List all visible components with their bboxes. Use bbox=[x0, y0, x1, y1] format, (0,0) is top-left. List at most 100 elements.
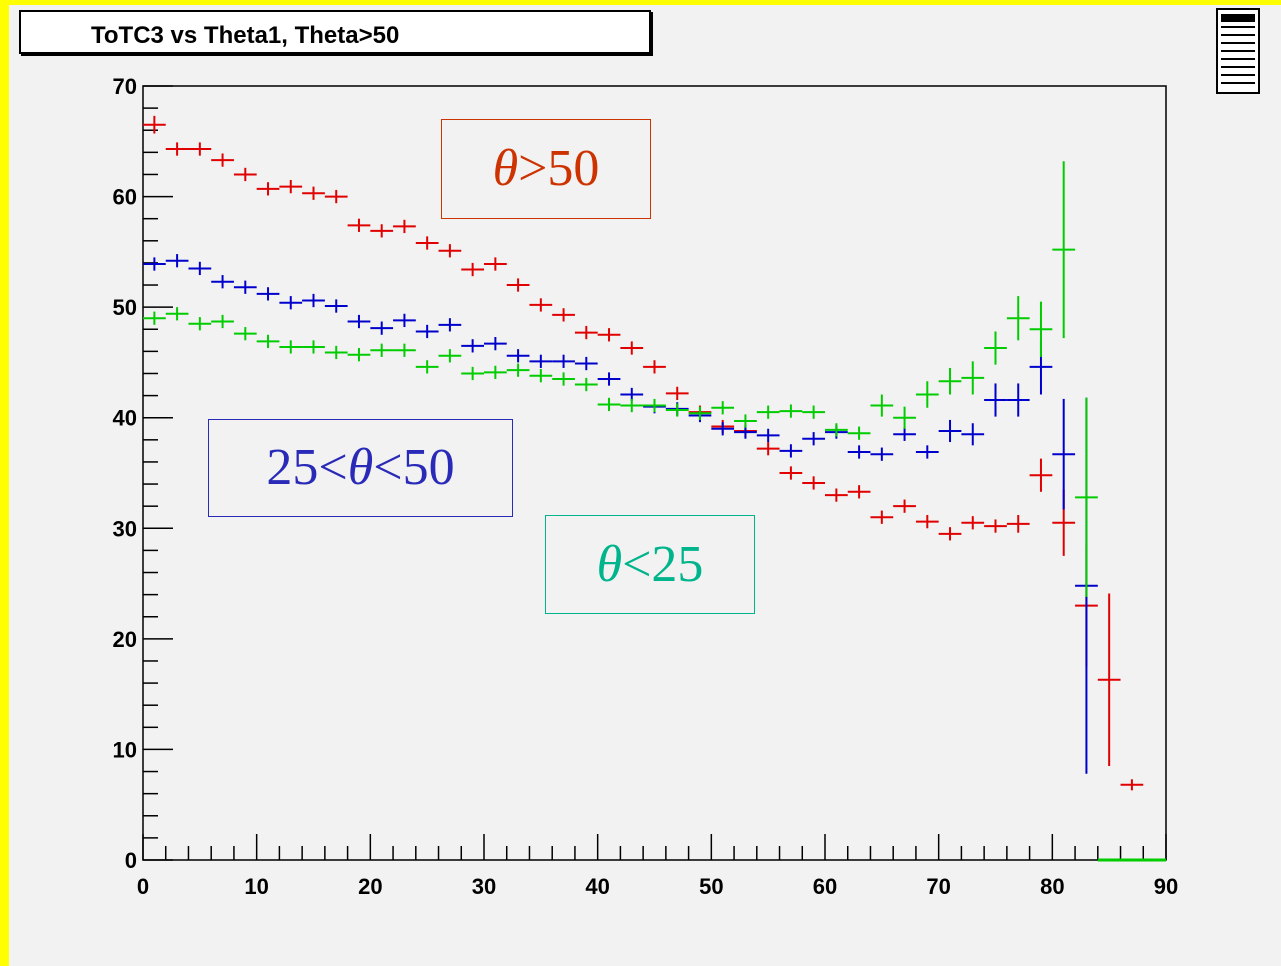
data-point bbox=[620, 341, 644, 355]
data-point bbox=[279, 296, 303, 310]
data-point bbox=[461, 366, 484, 381]
data-point bbox=[1097, 593, 1121, 767]
data-point bbox=[143, 311, 166, 325]
data-point bbox=[1029, 301, 1053, 357]
data-point bbox=[893, 406, 916, 429]
data-point bbox=[370, 343, 394, 357]
panel-icon[interactable] bbox=[1216, 8, 1260, 94]
data-point bbox=[756, 405, 780, 419]
data-point bbox=[847, 445, 871, 459]
data-point bbox=[370, 224, 394, 238]
data-point bbox=[279, 340, 303, 354]
data-point bbox=[256, 334, 280, 349]
data-point bbox=[302, 340, 325, 354]
x-tick-label: 50 bbox=[699, 874, 723, 899]
data-point bbox=[825, 423, 848, 437]
data-point bbox=[279, 179, 303, 194]
data-point bbox=[711, 401, 735, 415]
legend-red-text: >50 bbox=[518, 140, 600, 197]
x-tick-label: 60 bbox=[813, 874, 837, 899]
data-point bbox=[915, 381, 939, 408]
x-tick-label: 70 bbox=[926, 874, 950, 899]
data-point bbox=[574, 356, 598, 371]
data-point bbox=[1006, 515, 1030, 533]
legend-blue-symbol: θ bbox=[347, 439, 374, 496]
data-point bbox=[233, 327, 257, 341]
legend-theta-25-50: 25< θ <50 bbox=[208, 419, 513, 517]
data-point bbox=[961, 516, 985, 530]
data-point bbox=[711, 422, 735, 436]
y-tick-label: 70 bbox=[113, 74, 137, 99]
data-point bbox=[529, 354, 553, 368]
data-point bbox=[324, 299, 348, 313]
data-point bbox=[484, 336, 507, 351]
data-point bbox=[984, 519, 1007, 533]
data-point bbox=[847, 426, 871, 440]
data-point bbox=[370, 321, 394, 335]
data-point bbox=[1029, 458, 1053, 492]
data-point bbox=[393, 219, 416, 234]
data-point bbox=[415, 236, 439, 250]
legend-green-symbol: θ bbox=[596, 535, 623, 593]
y-tick-label: 30 bbox=[113, 516, 137, 541]
data-point bbox=[802, 405, 825, 419]
data-point bbox=[211, 275, 234, 289]
data-point bbox=[779, 466, 803, 480]
data-point bbox=[188, 317, 212, 331]
data-point bbox=[233, 167, 257, 182]
x-tick-label: 30 bbox=[472, 874, 496, 899]
data-point bbox=[597, 397, 621, 412]
y-tick-label: 0 bbox=[125, 848, 137, 873]
data-point bbox=[211, 153, 234, 167]
data-point bbox=[438, 318, 462, 332]
data-point bbox=[893, 499, 916, 513]
data-point bbox=[915, 515, 939, 529]
data-point bbox=[415, 324, 439, 339]
x-tick-label: 90 bbox=[1154, 874, 1178, 899]
data-point bbox=[779, 404, 803, 418]
data-point bbox=[961, 361, 985, 395]
data-point bbox=[393, 313, 416, 328]
data-point bbox=[302, 293, 325, 308]
y-tick-label: 60 bbox=[113, 185, 137, 210]
data-point bbox=[1075, 397, 1098, 597]
data-point bbox=[165, 142, 189, 156]
data-point bbox=[870, 447, 894, 461]
data-point bbox=[597, 372, 621, 386]
y-tick-label: 20 bbox=[113, 627, 137, 652]
data-point bbox=[506, 349, 530, 363]
y-tick-label: 50 bbox=[113, 295, 137, 320]
data-point bbox=[552, 308, 575, 322]
data-point bbox=[165, 307, 189, 321]
data-point bbox=[256, 182, 280, 196]
data-point bbox=[552, 354, 575, 368]
data-point bbox=[529, 369, 553, 383]
data-point bbox=[347, 218, 371, 232]
data-point bbox=[188, 261, 212, 276]
data-point bbox=[1006, 296, 1030, 341]
legend-green-text: <25 bbox=[622, 535, 704, 593]
data-point bbox=[143, 115, 166, 134]
data-point bbox=[597, 328, 621, 342]
data-point bbox=[779, 444, 803, 458]
data-point bbox=[938, 527, 962, 541]
data-point bbox=[620, 398, 644, 413]
data-point bbox=[438, 244, 462, 258]
data-point bbox=[643, 360, 666, 374]
chart-title: ToTC3 vs Theta1, Theta>50 bbox=[91, 22, 400, 49]
data-point bbox=[688, 406, 712, 420]
data-point bbox=[484, 257, 507, 271]
data-point bbox=[143, 257, 166, 271]
data-point bbox=[484, 365, 507, 380]
data-point bbox=[665, 403, 689, 417]
data-point bbox=[302, 186, 325, 200]
data-point bbox=[915, 445, 939, 459]
data-point bbox=[506, 278, 530, 292]
data-point bbox=[938, 419, 962, 443]
data-point bbox=[552, 372, 575, 386]
legend-blue-text: <50 bbox=[373, 439, 455, 496]
data-point bbox=[393, 343, 416, 357]
data-point bbox=[233, 280, 257, 294]
data-point bbox=[574, 325, 598, 340]
